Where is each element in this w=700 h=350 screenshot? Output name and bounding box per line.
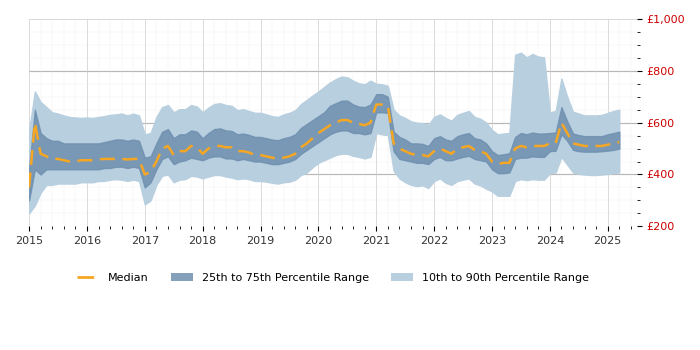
Legend: Median, 25th to 75th Percentile Range, 10th to 90th Percentile Range: Median, 25th to 75th Percentile Range, 1… [72, 268, 594, 287]
